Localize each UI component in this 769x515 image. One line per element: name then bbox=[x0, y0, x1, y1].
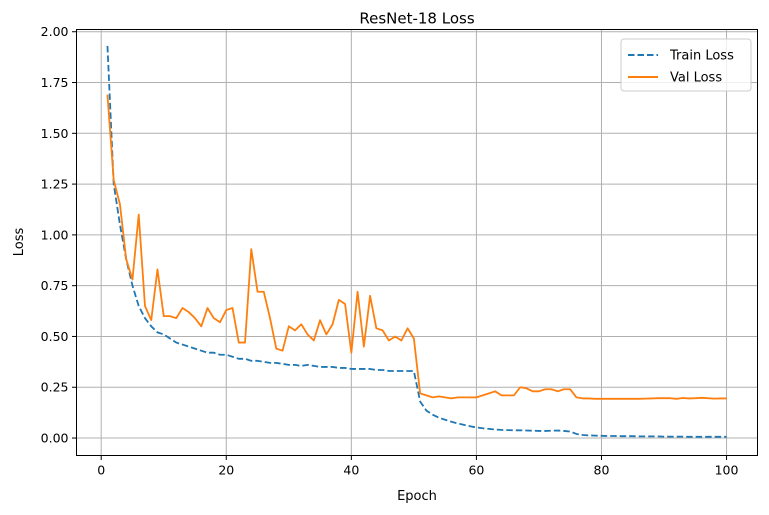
y-tick-label: 1.00 bbox=[41, 227, 69, 242]
x-axis: 0 20 40 60 80 100 bbox=[97, 455, 739, 478]
x-tick-label: 40 bbox=[343, 463, 359, 478]
plot-frame bbox=[76, 29, 758, 456]
chart-title: ResNet-18 Loss bbox=[359, 10, 474, 28]
y-tick-label: 2.00 bbox=[41, 24, 69, 39]
grid bbox=[76, 29, 758, 456]
val-loss-line bbox=[106, 94, 727, 400]
y-tick-label: 0.75 bbox=[41, 278, 69, 293]
legend: Train Loss Val Loss bbox=[620, 38, 752, 92]
x-tick-label: 20 bbox=[218, 463, 234, 478]
y-tick-label: 1.25 bbox=[41, 177, 69, 192]
x-axis-label: Epoch bbox=[397, 489, 437, 504]
y-tick-label: 0.50 bbox=[41, 329, 69, 344]
legend-label-val-loss: Val Loss bbox=[670, 71, 722, 86]
plot-area bbox=[106, 45, 727, 438]
y-axis: 0.00 0.25 0.50 0.75 1.00 1.25 1.50 1.75 2.00 bbox=[41, 24, 77, 446]
x-tick-label: 0 bbox=[97, 463, 105, 478]
y-tick-label: 1.75 bbox=[41, 75, 69, 90]
y-axis-label: Loss bbox=[12, 228, 27, 257]
x-tick-label: 100 bbox=[715, 463, 739, 478]
train-loss-line bbox=[106, 45, 727, 438]
y-tick-label: 0.00 bbox=[41, 431, 69, 446]
legend-label-train-loss: Train Loss bbox=[669, 49, 734, 64]
y-tick-label: 1.50 bbox=[41, 126, 69, 141]
y-tick-label: 0.25 bbox=[41, 380, 69, 395]
x-tick-label: 80 bbox=[594, 463, 610, 478]
x-tick-label: 60 bbox=[468, 463, 484, 478]
